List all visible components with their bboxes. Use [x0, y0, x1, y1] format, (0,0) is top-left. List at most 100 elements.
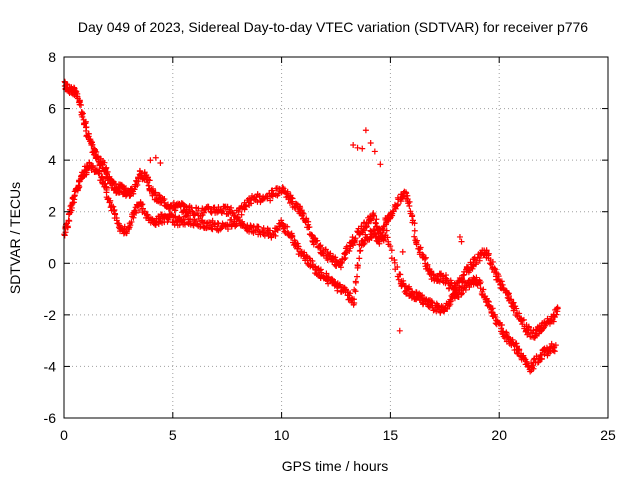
y-tick-label: -6 — [44, 410, 57, 426]
data-point — [463, 282, 470, 289]
data-point — [157, 159, 164, 166]
data-point — [87, 136, 94, 143]
data-point — [72, 87, 79, 94]
data-point — [325, 273, 332, 280]
data-point — [417, 246, 424, 253]
data-point — [145, 182, 152, 189]
data-point — [269, 193, 276, 200]
data-point — [96, 168, 103, 175]
data-point — [509, 336, 516, 343]
data-point — [354, 262, 361, 269]
data-point — [356, 255, 363, 262]
data-point — [406, 203, 413, 210]
data-point — [241, 199, 248, 206]
data-point — [447, 298, 454, 305]
data-point — [272, 232, 279, 239]
y-axis-ticks: -6 -4 -2 0 2 4 6 8 — [44, 49, 608, 426]
data-point — [409, 213, 416, 220]
data-point — [477, 279, 484, 286]
data-point — [219, 208, 226, 215]
data-point — [215, 204, 222, 211]
data-point — [278, 217, 285, 224]
data-point — [458, 238, 465, 245]
data-point — [347, 290, 354, 297]
data-point — [476, 254, 483, 261]
data-point — [494, 271, 501, 278]
data-point — [553, 311, 560, 318]
data-point — [66, 218, 73, 225]
data-point — [354, 273, 361, 280]
data-point — [411, 220, 418, 227]
y-tick-label: -4 — [44, 358, 57, 374]
data-point — [90, 162, 97, 169]
data-point — [252, 226, 259, 233]
data-point — [241, 206, 248, 213]
x-axis-label: GPS time / hours — [282, 458, 389, 474]
data-point — [529, 362, 536, 369]
data-point — [520, 316, 527, 323]
data-point — [228, 216, 235, 223]
data-point — [351, 286, 358, 293]
data-point — [172, 207, 179, 214]
data-point — [102, 165, 109, 172]
data-point — [552, 342, 559, 349]
data-point — [397, 271, 404, 278]
data-point — [234, 215, 241, 222]
data-point — [93, 149, 100, 156]
data-point — [64, 224, 71, 231]
data-point — [279, 222, 286, 229]
data-point — [456, 233, 463, 240]
data-point — [306, 224, 313, 231]
data-point — [332, 254, 339, 261]
data-point — [548, 340, 555, 347]
data-point — [127, 222, 134, 229]
x-tick-label: 15 — [383, 427, 399, 443]
data-point — [144, 211, 151, 218]
data-point — [327, 250, 334, 257]
data-point — [133, 209, 140, 216]
data-point — [149, 185, 156, 192]
data-point — [371, 212, 378, 219]
data-point — [110, 207, 117, 214]
data-point — [255, 223, 262, 230]
data-point — [499, 281, 506, 288]
data-point — [184, 212, 191, 219]
data-point — [489, 258, 496, 265]
data-point — [370, 212, 377, 219]
data-point — [100, 175, 107, 182]
data-point — [242, 203, 249, 210]
data-point — [75, 184, 82, 191]
data-point — [527, 368, 534, 375]
data-point — [491, 265, 498, 272]
data-point — [334, 287, 341, 294]
data-point — [289, 198, 296, 205]
data-point — [398, 283, 405, 290]
data-point — [74, 93, 81, 100]
data-point — [341, 256, 348, 263]
data-point — [295, 243, 302, 250]
data-point — [208, 225, 215, 232]
data-point — [146, 177, 153, 184]
data-point — [104, 168, 111, 175]
data-point — [238, 211, 245, 218]
data-point — [530, 365, 537, 372]
data-point — [485, 250, 492, 257]
data-point — [512, 303, 519, 310]
data-point — [147, 157, 154, 164]
data-point — [380, 237, 387, 244]
data-point — [228, 204, 235, 211]
data-point — [489, 305, 496, 312]
y-tick-label: 4 — [48, 152, 56, 168]
y-tick-label: 0 — [48, 255, 56, 271]
x-tick-label: 25 — [600, 427, 616, 443]
data-point — [138, 201, 145, 208]
data-point — [376, 240, 383, 247]
y-tick-label: -2 — [44, 307, 57, 323]
data-point — [76, 99, 83, 106]
data-point — [391, 259, 398, 266]
data-point — [500, 328, 507, 335]
data-point — [541, 351, 548, 358]
data-point — [397, 198, 404, 205]
data-point — [407, 208, 414, 215]
